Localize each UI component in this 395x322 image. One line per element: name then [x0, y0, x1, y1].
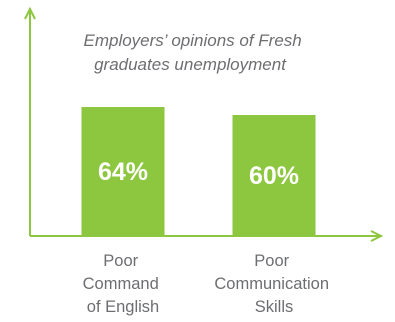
category-label-line: Communication	[214, 275, 329, 293]
category-label-line: Skills	[255, 298, 294, 316]
bar-poor-communication-skills	[232, 115, 316, 235]
category-label-line: Command	[83, 275, 159, 293]
category-label-line: Poor	[103, 252, 138, 270]
y-axis-arrow-icon	[24, 6, 36, 20]
data-label-poor-command-of-english: 64%	[98, 158, 148, 186]
x-axis-arrow-icon	[370, 230, 384, 242]
category-label-line: of English	[87, 298, 159, 316]
data-labels: 64% 60%	[98, 158, 299, 190]
chart-title-line-1: Employers’ opinions of Fresh	[83, 31, 301, 50]
chart-title: Employers’ opinions of Fresh graduates u…	[83, 31, 306, 74]
category-labels: Poor Command of English Poor Communicati…	[83, 252, 333, 316]
bar-poor-command-of-english	[81, 107, 165, 235]
axes	[24, 6, 384, 242]
category-label-line: Poor	[254, 252, 289, 270]
data-label-poor-communication-skills: 60%	[249, 162, 299, 190]
bars	[81, 107, 316, 235]
category-label-poor-communication-skills: Poor Communication Skills	[214, 252, 333, 316]
category-label-poor-command-of-english: Poor Command of English	[83, 252, 164, 316]
chart-title-line-2: graduates unemployment	[94, 55, 287, 74]
